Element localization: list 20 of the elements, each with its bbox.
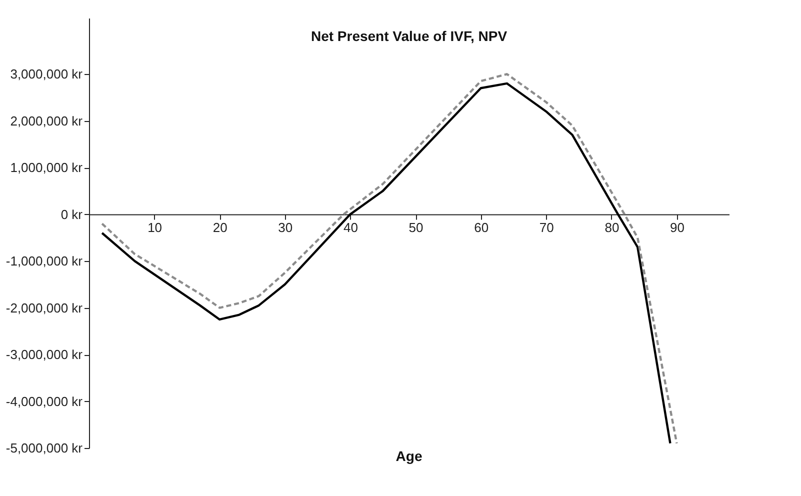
x-tick-label: 20 — [212, 220, 228, 235]
y-tick-label: -4,000,000 kr — [6, 394, 84, 409]
x-tick-label: 40 — [343, 220, 358, 235]
x-tick-label: 90 — [670, 220, 684, 235]
y-tick-label: 2,000,000 kr — [10, 113, 84, 128]
text: Net Present Value of IVF, NPV — [310, 28, 508, 44]
y-tick-label: 3,000,000 kr — [10, 66, 84, 82]
x-tick-label: 60 — [474, 220, 489, 235]
x-tick-label: 10 — [148, 220, 162, 235]
y-tick-label: 0 kr — [60, 206, 84, 222]
x-axis-title: Age — [396, 448, 422, 464]
x-tick-label: 70 — [539, 220, 554, 235]
x-tick-label: 30 — [278, 220, 293, 235]
y-tick-label: -1,000,000 kr — [6, 254, 84, 269]
y-tick-label: -2,000,000 kr — [6, 300, 84, 316]
y-tick-label: 1,000,000 kr — [10, 160, 84, 176]
x-tick-label: 50 — [408, 220, 424, 235]
y-tick-label: -3,000,000 kr — [6, 347, 84, 362]
x-tick-label: 80 — [604, 220, 620, 235]
y-tick-label: -5,000,000 kr — [6, 440, 84, 456]
